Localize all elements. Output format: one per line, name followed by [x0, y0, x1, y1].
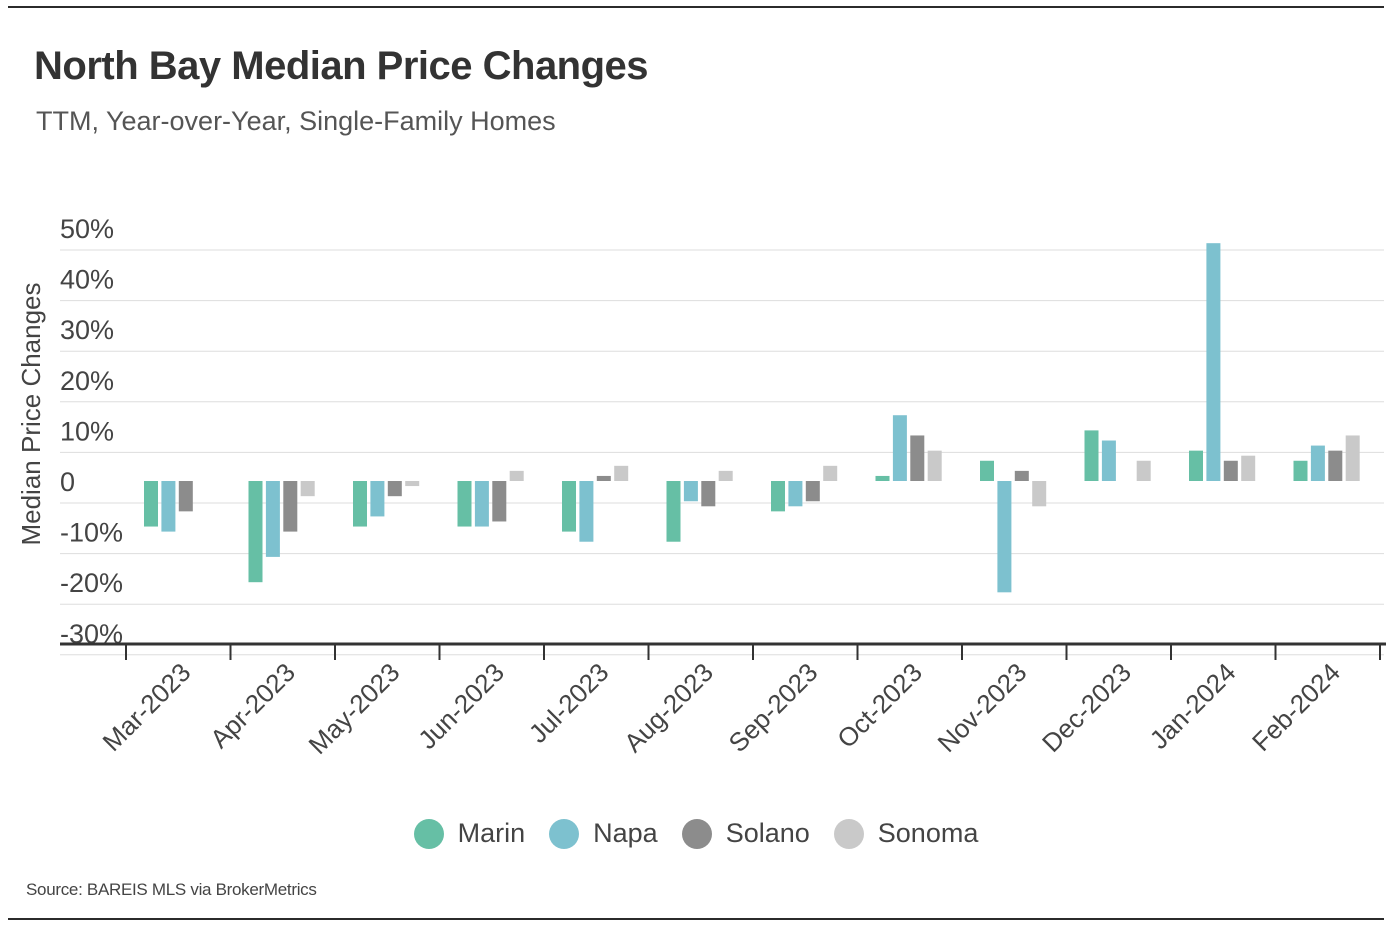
bar-marin-oct-2023 — [875, 475, 890, 481]
bar-napa-jan-2024 — [1206, 243, 1221, 481]
bar-napa-nov-2023 — [997, 481, 1012, 593]
bar-napa-jul-2023 — [579, 481, 594, 542]
bar-solano-apr-2023 — [283, 481, 298, 532]
bar-solano-sep-2023 — [805, 481, 820, 502]
y-tick-label: 10% — [60, 416, 114, 446]
x-tick-label: May-2023 — [303, 657, 406, 760]
bar-sonoma-apr-2023 — [300, 481, 315, 497]
bar-sonoma-dec-2023 — [1136, 460, 1151, 481]
bottom-rule — [8, 918, 1384, 920]
bar-napa-apr-2023 — [265, 481, 280, 557]
x-tick-label: Apr-2023 — [204, 657, 301, 754]
legend-label: Sonoma — [877, 818, 979, 848]
x-tick-label: Jul-2023 — [523, 657, 615, 749]
bar-solano-aug-2023 — [701, 481, 716, 507]
bar-sonoma-jun-2023 — [509, 470, 524, 481]
bar-sonoma-feb-2024 — [1345, 435, 1360, 481]
x-tick-label: Sep-2023 — [723, 657, 824, 758]
x-tick-label: Aug-2023 — [618, 657, 719, 758]
legend-label: Solano — [725, 818, 810, 848]
bar-marin-jul-2023 — [562, 481, 576, 532]
bar-sonoma-sep-2023 — [823, 465, 838, 481]
x-tick-label: Dec-2023 — [1036, 657, 1137, 758]
legend-item-marin: Marin — [413, 818, 526, 849]
chart-subtitle: TTM, Year-over-Year, Single-Family Homes — [36, 106, 556, 136]
bar-sonoma-jan-2024 — [1241, 455, 1256, 481]
legend-item-solano: Solano — [681, 818, 810, 849]
bar-napa-feb-2024 — [1310, 445, 1325, 481]
bar-napa-may-2023 — [370, 481, 385, 517]
chart-title: North Bay Median Price Changes — [34, 44, 649, 88]
bar-solano-may-2023 — [387, 481, 402, 497]
bar-sonoma-jul-2023 — [614, 465, 629, 481]
bar-napa-sep-2023 — [788, 481, 803, 507]
y-axis-label: Median Price Changes — [16, 282, 46, 545]
bar-sonoma-may-2023 — [405, 481, 420, 487]
bar-marin-nov-2023 — [980, 460, 994, 481]
bar-sonoma-aug-2023 — [718, 470, 733, 481]
bar-marin-sep-2023 — [771, 481, 785, 512]
bar-marin-feb-2024 — [1293, 460, 1308, 481]
bar-marin-apr-2023 — [248, 481, 263, 583]
bar-napa-jun-2023 — [474, 481, 489, 527]
bar-solano-jul-2023 — [596, 475, 611, 481]
bar-chart: 50%40%30%20%10%0-10%-20%-30% Median Pric… — [16, 214, 1386, 760]
bar-marin-may-2023 — [353, 481, 367, 527]
bar-napa-oct-2023 — [892, 415, 907, 481]
bar-solano-oct-2023 — [910, 435, 925, 481]
legend-swatch-marin — [413, 818, 444, 849]
legend-swatch-solano — [681, 818, 712, 849]
bar-solano-jan-2024 — [1223, 460, 1238, 481]
x-tick-label: Oct-2023 — [831, 657, 928, 754]
x-tick-label: Nov-2023 — [932, 657, 1033, 758]
bars — [144, 243, 1360, 593]
bar-marin-mar-2023 — [144, 481, 158, 527]
bar-napa-aug-2023 — [683, 481, 698, 502]
top-rule — [8, 6, 1384, 8]
bar-napa-dec-2023 — [1101, 440, 1116, 481]
bar-solano-jun-2023 — [492, 481, 507, 522]
y-tick-label: 0 — [60, 467, 75, 497]
bar-solano-feb-2024 — [1328, 450, 1343, 481]
x-tick-label: Jan-2024 — [1144, 657, 1242, 755]
legend-label: Marin — [457, 818, 526, 848]
legend-item-napa: Napa — [549, 818, 658, 849]
bar-solano-mar-2023 — [178, 481, 193, 512]
y-axis-tick-labels: 50%40%30%20%10%0-10%-20%-30% — [60, 214, 123, 649]
y-tick-label: -20% — [60, 568, 123, 598]
x-axis-tick-labels: Mar-2023 Apr-2023 May-2023 Jun-2023 Jul-2023… — [97, 657, 1346, 760]
x-tick-label: Feb-2024 — [1246, 657, 1346, 757]
bar-sonoma-oct-2023 — [927, 450, 942, 481]
legend-label: Napa — [593, 818, 658, 848]
y-tick-label: 50% — [60, 214, 114, 244]
bar-solano-nov-2023 — [1014, 470, 1029, 481]
y-tick-label: 40% — [60, 265, 114, 295]
x-tick-label: Mar-2023 — [97, 657, 197, 757]
grid-lines — [60, 249, 1384, 656]
x-tick-label: Jun-2023 — [412, 657, 510, 755]
bar-marin-jan-2024 — [1189, 450, 1203, 481]
y-tick-label: 30% — [60, 315, 114, 345]
bar-marin-dec-2023 — [1084, 430, 1099, 481]
x-axis — [60, 642, 1386, 660]
bar-marin-aug-2023 — [666, 481, 681, 542]
source-note: Source: BAREIS MLS via BrokerMetrics — [26, 880, 317, 899]
y-tick-label: 20% — [60, 366, 114, 396]
legend-item-sonoma: Sonoma — [833, 818, 979, 849]
y-tick-label: -10% — [60, 518, 123, 548]
legend: Marin Napa Solano Sonoma — [0, 818, 1392, 849]
bar-napa-mar-2023 — [161, 481, 176, 532]
bar-sonoma-nov-2023 — [1032, 481, 1047, 507]
bar-marin-jun-2023 — [457, 481, 472, 527]
legend-swatch-sonoma — [833, 818, 864, 849]
legend-swatch-napa — [549, 818, 580, 849]
